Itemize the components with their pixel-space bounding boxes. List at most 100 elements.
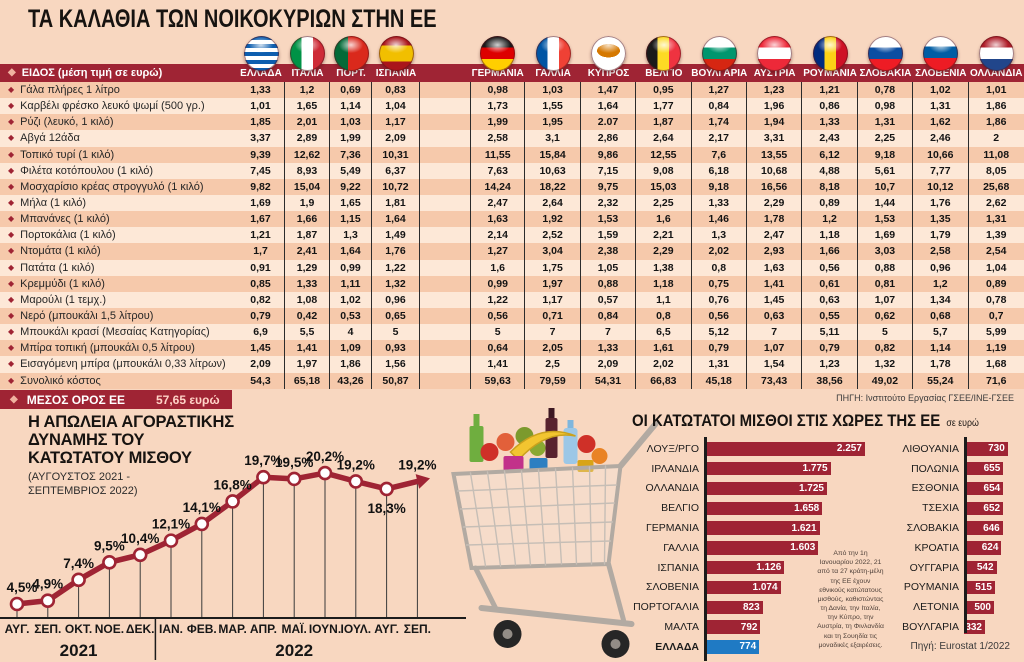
price-cell: 0,89 xyxy=(802,194,858,212)
point-value-label: 19,5% xyxy=(275,455,313,470)
point-value-label: 7,4% xyxy=(63,556,94,571)
wage-value: 774 xyxy=(739,641,757,653)
price-cell: 0,56 xyxy=(692,307,747,325)
table-gap xyxy=(420,179,470,195)
bar-row: ΛΙΘΟΥΑΝΙΑ 730 xyxy=(876,439,1008,459)
wage-bar: 774 xyxy=(704,640,760,654)
price-cell: 2,93 xyxy=(747,243,803,260)
price-cell: 1,73 xyxy=(470,98,526,115)
wage-bar: 1.126 xyxy=(704,560,785,575)
product-label: ◆ Τοπικό τυρί (1 κιλό) xyxy=(0,147,237,163)
price-cell: 1,3 xyxy=(330,227,372,244)
table-row: ◆ Νερό (μπουκάλι 1,5 λίτρου) 0,79 0,42 0,53 0… xyxy=(0,307,1024,325)
table-gap xyxy=(420,195,470,211)
point-marker xyxy=(225,494,240,509)
point-value-label: 14,1% xyxy=(183,500,221,515)
product-label: ◆ Κρεμμύδι (1 κιλό) xyxy=(0,276,237,292)
product-label: ◆ Ντομάτα (1 κιλό) xyxy=(0,243,237,259)
page-title: ΤΑ ΚΑΛΑΘΙΑ ΤΩΝ ΝΟΙΚΟΚΥΡΙΩΝ ΣΤΗΝ ΕΕ xyxy=(28,5,437,33)
price-cell: 0,75 xyxy=(692,275,747,292)
price-cell: 1,33 xyxy=(285,275,330,292)
flag-portugal-icon xyxy=(333,35,369,71)
price-cell: 0,76 xyxy=(692,291,747,308)
wage-bar: 730 xyxy=(964,442,1008,456)
price-cell: 1,69 xyxy=(237,194,285,212)
price-cell: 12,62 xyxy=(285,146,330,163)
flag-bulgaria-icon xyxy=(701,35,737,71)
price-cell: 73,43 xyxy=(747,372,803,389)
bar-row: ΙΣΠΑΝΙΑ 1.126 xyxy=(628,558,865,578)
price-cell: 10,72 xyxy=(372,178,420,195)
diamond-icon: ◆ xyxy=(8,230,15,240)
point-value-label: 20,2% xyxy=(306,449,344,464)
flag-belgium-icon xyxy=(646,35,682,71)
price-cell: 2,21 xyxy=(636,227,692,244)
price-cell: 5,49 xyxy=(330,162,372,179)
price-cell: 0,93 xyxy=(372,340,420,357)
price-cell: 1,86 xyxy=(985,116,1007,129)
price-cell: 1,63 xyxy=(747,259,803,276)
price-cell: 5,61 xyxy=(858,162,914,179)
price-cell: 1,56 xyxy=(372,356,420,373)
wage-value: 515 xyxy=(975,581,992,593)
table-row: ◆ Γάλα πλήρες 1 λίτρο 1,33 1,2 0,69 0,83 0,98 1… xyxy=(0,82,1024,99)
product-label: ◆ Γάλα πλήρες 1 λίτρο xyxy=(0,82,237,98)
flag-austria-icon xyxy=(757,35,793,71)
product-label: ◆ Νερό (μπουκάλι 1,5 λίτρου) xyxy=(0,308,237,324)
price-cell: 2,25 xyxy=(636,194,692,212)
price-cell: 0,98 xyxy=(858,98,914,115)
wage-value: 792 xyxy=(740,621,758,633)
point-marker xyxy=(286,471,302,487)
product-label-text: Πορτοκάλια (1 κιλό) xyxy=(20,229,116,242)
column-header-portugal: ΠΟΡΤ. xyxy=(336,67,366,79)
month-tick-label: ΑΥΓ. xyxy=(374,622,399,636)
product-label: ◆ Καρβέλι φρέσκο λευκό ψωμί (500 γρ.) xyxy=(0,98,237,114)
product-label: ◆ Μοσχαρίσιο κρέας στρογγυλό (1 κιλό) xyxy=(0,179,237,195)
bar-row: ΓΕΡΜΑΝΙΑ 1.621 xyxy=(628,518,865,538)
price-cell: 1,47 xyxy=(581,82,637,99)
wage-value: 823 xyxy=(742,601,760,613)
wage-value: 655 xyxy=(983,463,1001,475)
product-label-text: Καρβέλι φρέσκο λευκό ψωμί (500 γρ.) xyxy=(20,100,205,113)
shopping-cart-illustration xyxy=(451,408,659,658)
table-gap xyxy=(420,276,470,292)
price-cell: 54,3 xyxy=(237,372,285,389)
point-value-label: 4,9% xyxy=(32,577,63,592)
price-cell: 5 xyxy=(372,324,420,341)
price-cell: 1,33 xyxy=(692,194,747,212)
minimum-wage-annotation: Από την 1η Ιανουαρίου 2022, 21 από τα 27… xyxy=(817,550,884,649)
column-header-slovenia: ΣΛΟΒΕΝΙΑ xyxy=(915,67,967,79)
price-cell: 2,64 xyxy=(636,130,692,147)
price-cell: 0,85 xyxy=(237,275,285,292)
country-label: ΟΛΛΑΝΔΙΑ xyxy=(645,482,699,495)
bar-row: ΛΕΤΟΝΙΑ 500 xyxy=(876,597,1008,617)
diamond-icon: ◆ xyxy=(8,149,15,159)
price-cell: 2,01 xyxy=(285,114,330,131)
left-column-axis xyxy=(704,437,707,661)
flag-cell xyxy=(747,33,802,73)
country-label: ΣΛΟΒΕΝΙΑ xyxy=(646,581,699,594)
price-cell: 1,53 xyxy=(858,211,914,228)
point-marker xyxy=(132,547,148,563)
table-gap xyxy=(420,227,470,243)
table-row: ◆ Ρύζι (λευκό, 1 κιλό) 1,85 2,01 1,03 1,17 1,9… xyxy=(0,114,1024,131)
flag-cell xyxy=(285,33,330,73)
bar-row: ΡΟΥΜΑΝΙΑ 515 xyxy=(876,578,1008,598)
price-cell: 3,04 xyxy=(525,243,581,260)
wage-value: 652 xyxy=(983,502,1001,514)
wage-value: 1.603 xyxy=(790,542,816,554)
product-label-text: Φιλέτα κοτόπουλου (1 κιλό) xyxy=(20,164,154,177)
bar-row: ΜΑΛΤΑ 792 xyxy=(628,617,865,637)
price-cell: 1,34 xyxy=(913,291,969,308)
price-cell: 12,55 xyxy=(636,146,692,163)
price-cell: 25,68 xyxy=(983,180,1010,193)
price-cell: 0,79 xyxy=(692,340,747,357)
cart-wheels xyxy=(493,620,630,658)
wage-bar: 652 xyxy=(964,501,1004,516)
wage-bar: 655 xyxy=(964,461,1004,476)
year-label: 2022 xyxy=(275,641,313,660)
price-cell: 0,64 xyxy=(470,340,526,357)
price-cell: 5 xyxy=(858,324,914,341)
price-cell: 1,41 xyxy=(470,356,526,373)
product-label: ◆ Πατάτα (1 κιλό) xyxy=(0,260,237,276)
